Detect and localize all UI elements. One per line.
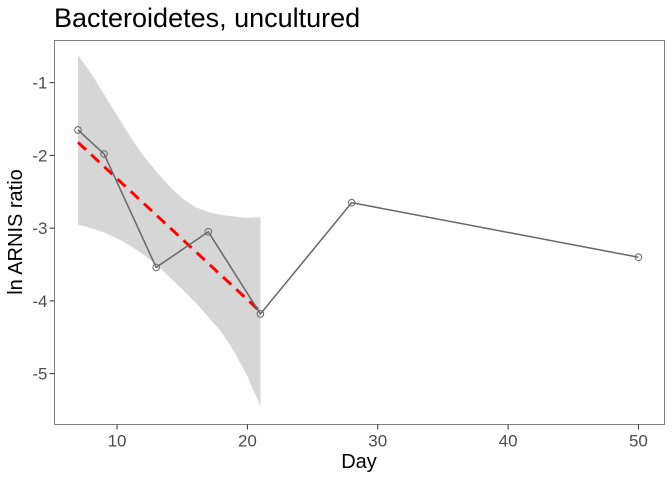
data-point	[634, 253, 643, 262]
y-axis: -5 -4 -3 -2 -1	[32, 74, 55, 384]
data-point	[256, 310, 265, 318]
fit-line	[76, 141, 262, 313]
x-tick-label: 10	[108, 432, 127, 451]
y-tick-label: -2	[32, 146, 47, 165]
x-tick-label: 30	[368, 432, 387, 451]
data-point	[204, 227, 213, 236]
y-tick-label: -4	[32, 292, 47, 311]
chart-title: Bacteroidetes, uncultured	[54, 3, 360, 33]
x-tick-label: 20	[238, 432, 257, 451]
y-axis-title: ln ARNIS ratio	[5, 169, 27, 295]
y-tick-label: -3	[32, 219, 47, 238]
data-point	[74, 126, 82, 134]
data-point	[152, 263, 160, 272]
fit-line-layer	[76, 141, 262, 313]
y-tick-label: -5	[32, 365, 47, 384]
confidence-band	[77, 55, 261, 407]
x-axis-title: Day	[341, 451, 377, 473]
y-tick-label: -1	[32, 74, 47, 93]
plot-panel-border	[54, 40, 665, 425]
series-line	[77, 129, 639, 316]
confidence-band-layer	[77, 55, 261, 407]
data-point	[347, 198, 356, 207]
x-tick-label: 40	[499, 432, 518, 451]
data-point	[100, 150, 108, 158]
x-tick-label: 50	[629, 432, 648, 451]
series-layer	[74, 126, 643, 318]
x-axis: 10 20 30 40 50	[108, 424, 648, 451]
